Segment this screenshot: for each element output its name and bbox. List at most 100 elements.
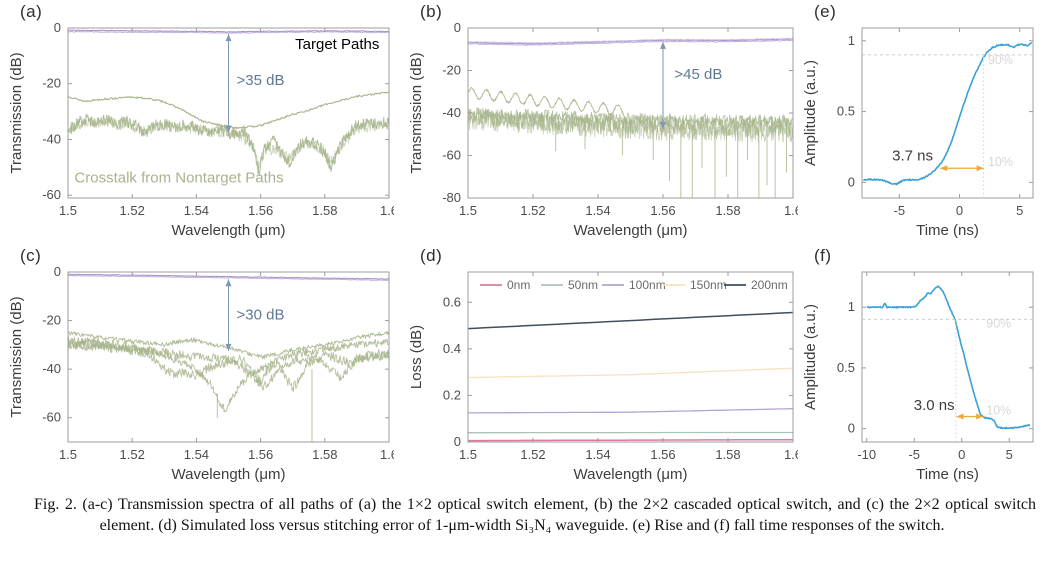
x-axis-label: Time (ns)	[916, 222, 979, 239]
plot-area	[866, 285, 1031, 430]
x-tick-label: 1.58	[715, 447, 740, 462]
legend-label-200nm: 200nm	[751, 278, 788, 292]
figure-caption: Fig. 2. (a-c) Transmission spectra of al…	[34, 496, 1036, 534]
chart-f: -10 -5 0 5 0 0.5 1 Time (ns) Amplitude (a.u.) 3.0…	[802, 271, 1034, 483]
x-tick-label: 1.6	[784, 447, 798, 462]
annotation-text: 10%	[988, 155, 1013, 169]
plot-area	[468, 37, 793, 198]
annotation-text: Target Paths	[295, 36, 379, 53]
arrowhead-right	[976, 413, 984, 420]
x-tick-label: 1.52	[120, 203, 145, 218]
plot-box	[861, 27, 1034, 199]
series-crosstalk-4	[68, 340, 389, 391]
x-tick-label: 0	[956, 203, 963, 218]
series-crosstalk-noisy-2	[68, 116, 389, 169]
panel-label-d: (d)	[420, 246, 443, 265]
x-tick-label: 1.6	[784, 203, 798, 218]
series-crosstalk-band-2	[468, 109, 793, 143]
series-crosstalk-3	[68, 337, 389, 392]
x-tick-label: 1.58	[312, 447, 337, 462]
panel-label-c: (c)	[20, 246, 42, 265]
chart-c: 1.5 1.52 1.54 1.56 1.58 1.6 0 -20 -40 -60 Waveleng…	[8, 264, 394, 483]
series-target-path-1	[68, 273, 389, 280]
x-axis-label: Time (ns)	[916, 466, 979, 483]
legend-label-150nm: 150nm	[690, 278, 727, 292]
series-target-path-3	[468, 37, 793, 44]
x-tick-label: 1.54	[585, 203, 610, 218]
annotation-text: 90%	[986, 316, 1011, 330]
x-tick-label: 1.58	[715, 203, 740, 218]
y-axis-label: Amplitude (a.u.)	[802, 60, 819, 166]
plot-box	[467, 27, 794, 199]
annotation-text: >45 dB	[674, 66, 722, 83]
y-tick-label: 0.5	[837, 104, 855, 119]
plot-box	[67, 27, 390, 199]
legend-label-0nm: 0nm	[507, 278, 530, 292]
series-100nm	[468, 408, 793, 414]
series-crosstalk-oscillation	[468, 87, 625, 117]
y-tick-label: 0	[54, 20, 61, 35]
x-axis-label: Wavelength (μm)	[172, 222, 286, 239]
y-tick-label: -80	[442, 190, 461, 205]
x-tick-label: 1.5	[459, 203, 477, 218]
y-tick-label: -40	[42, 361, 61, 376]
y-tick-label: -60	[442, 148, 461, 163]
arrowhead-down	[225, 125, 232, 133]
x-tick-label: -5	[908, 447, 920, 462]
annotation-text: Crosstalk from Nontarget Paths	[74, 170, 283, 187]
y-axis-label: Transmission (dB)	[8, 296, 25, 417]
y-axis-label: Transmission (dB)	[8, 52, 25, 173]
plot-box	[67, 271, 390, 443]
annotation-text: 10%	[986, 404, 1011, 418]
panel-label-b: (b)	[420, 2, 443, 21]
series-target-path-2	[468, 39, 793, 46]
x-tick-label: 1.52	[520, 203, 545, 218]
series-200nm	[468, 311, 793, 330]
panel-b: 1.5 1.52 1.54 1.56 1.58 1.6 0 -20 -40 -60 -80 Wavel…	[406, 2, 798, 242]
x-tick-label: 1.5	[59, 203, 77, 218]
legend-label-100nm: 100nm	[629, 278, 666, 292]
y-axis-label: Transmission (dB)	[408, 52, 425, 173]
y-tick-label: 0.2	[443, 387, 461, 402]
y-tick-label: -20	[42, 76, 61, 91]
panel-label-a: (a)	[20, 2, 43, 21]
x-tick-label: 1.56	[248, 203, 273, 218]
arrowhead-right	[976, 165, 984, 172]
x-tick-label: -5	[894, 203, 906, 218]
y-tick-label: 0.6	[443, 294, 461, 309]
series-crosstalk-band-3	[468, 108, 793, 129]
arrowhead-up	[660, 41, 666, 49]
y-tick-label: 0	[454, 20, 461, 35]
series-0nm	[468, 438, 793, 442]
x-tick-label: 5	[1016, 203, 1023, 218]
x-axis-label: Wavelength (μm)	[574, 466, 688, 483]
y-tick-label: 0	[454, 434, 461, 449]
arrowhead-up	[225, 279, 232, 287]
y-tick-label: -60	[42, 187, 61, 202]
chart-b: 1.5 1.52 1.54 1.56 1.58 1.6 0 -20 -40 -60 -80 Wavel…	[408, 20, 798, 239]
x-axis-label: Wavelength (μm)	[574, 222, 688, 239]
y-axis-label: Loss (dB)	[408, 325, 425, 389]
y-tick-label: -40	[442, 105, 461, 120]
y-tick-label: -20	[42, 313, 61, 328]
x-tick-label: 5	[1006, 447, 1013, 462]
series-rise-response	[863, 41, 1033, 186]
y-tick-label: -40	[42, 131, 61, 146]
y-tick-label: 0	[848, 174, 855, 189]
plot-area	[863, 41, 1033, 186]
series-150nm	[468, 367, 793, 379]
y-axis-label: Amplitude (a.u.)	[802, 304, 819, 410]
y-tick-label: 1	[848, 33, 855, 48]
x-tick-label: 1.58	[312, 203, 337, 218]
y-tick-label: 0	[848, 421, 855, 436]
x-axis-label: Wavelength (μm)	[172, 466, 286, 483]
x-tick-label: 1.56	[650, 203, 675, 218]
annotation-text: 3.0 ns	[914, 397, 955, 414]
annotation-text: 90%	[988, 53, 1013, 67]
arrowhead-down	[660, 121, 666, 129]
x-tick-label: -10	[857, 447, 876, 462]
chart-a: 1.5 1.52 1.54 1.56 1.58 1.6 0 -20 -40 -60 Waveleng…	[8, 20, 394, 239]
series-target-path-2	[68, 30, 389, 34]
annotation-text: >30 dB	[237, 306, 285, 323]
